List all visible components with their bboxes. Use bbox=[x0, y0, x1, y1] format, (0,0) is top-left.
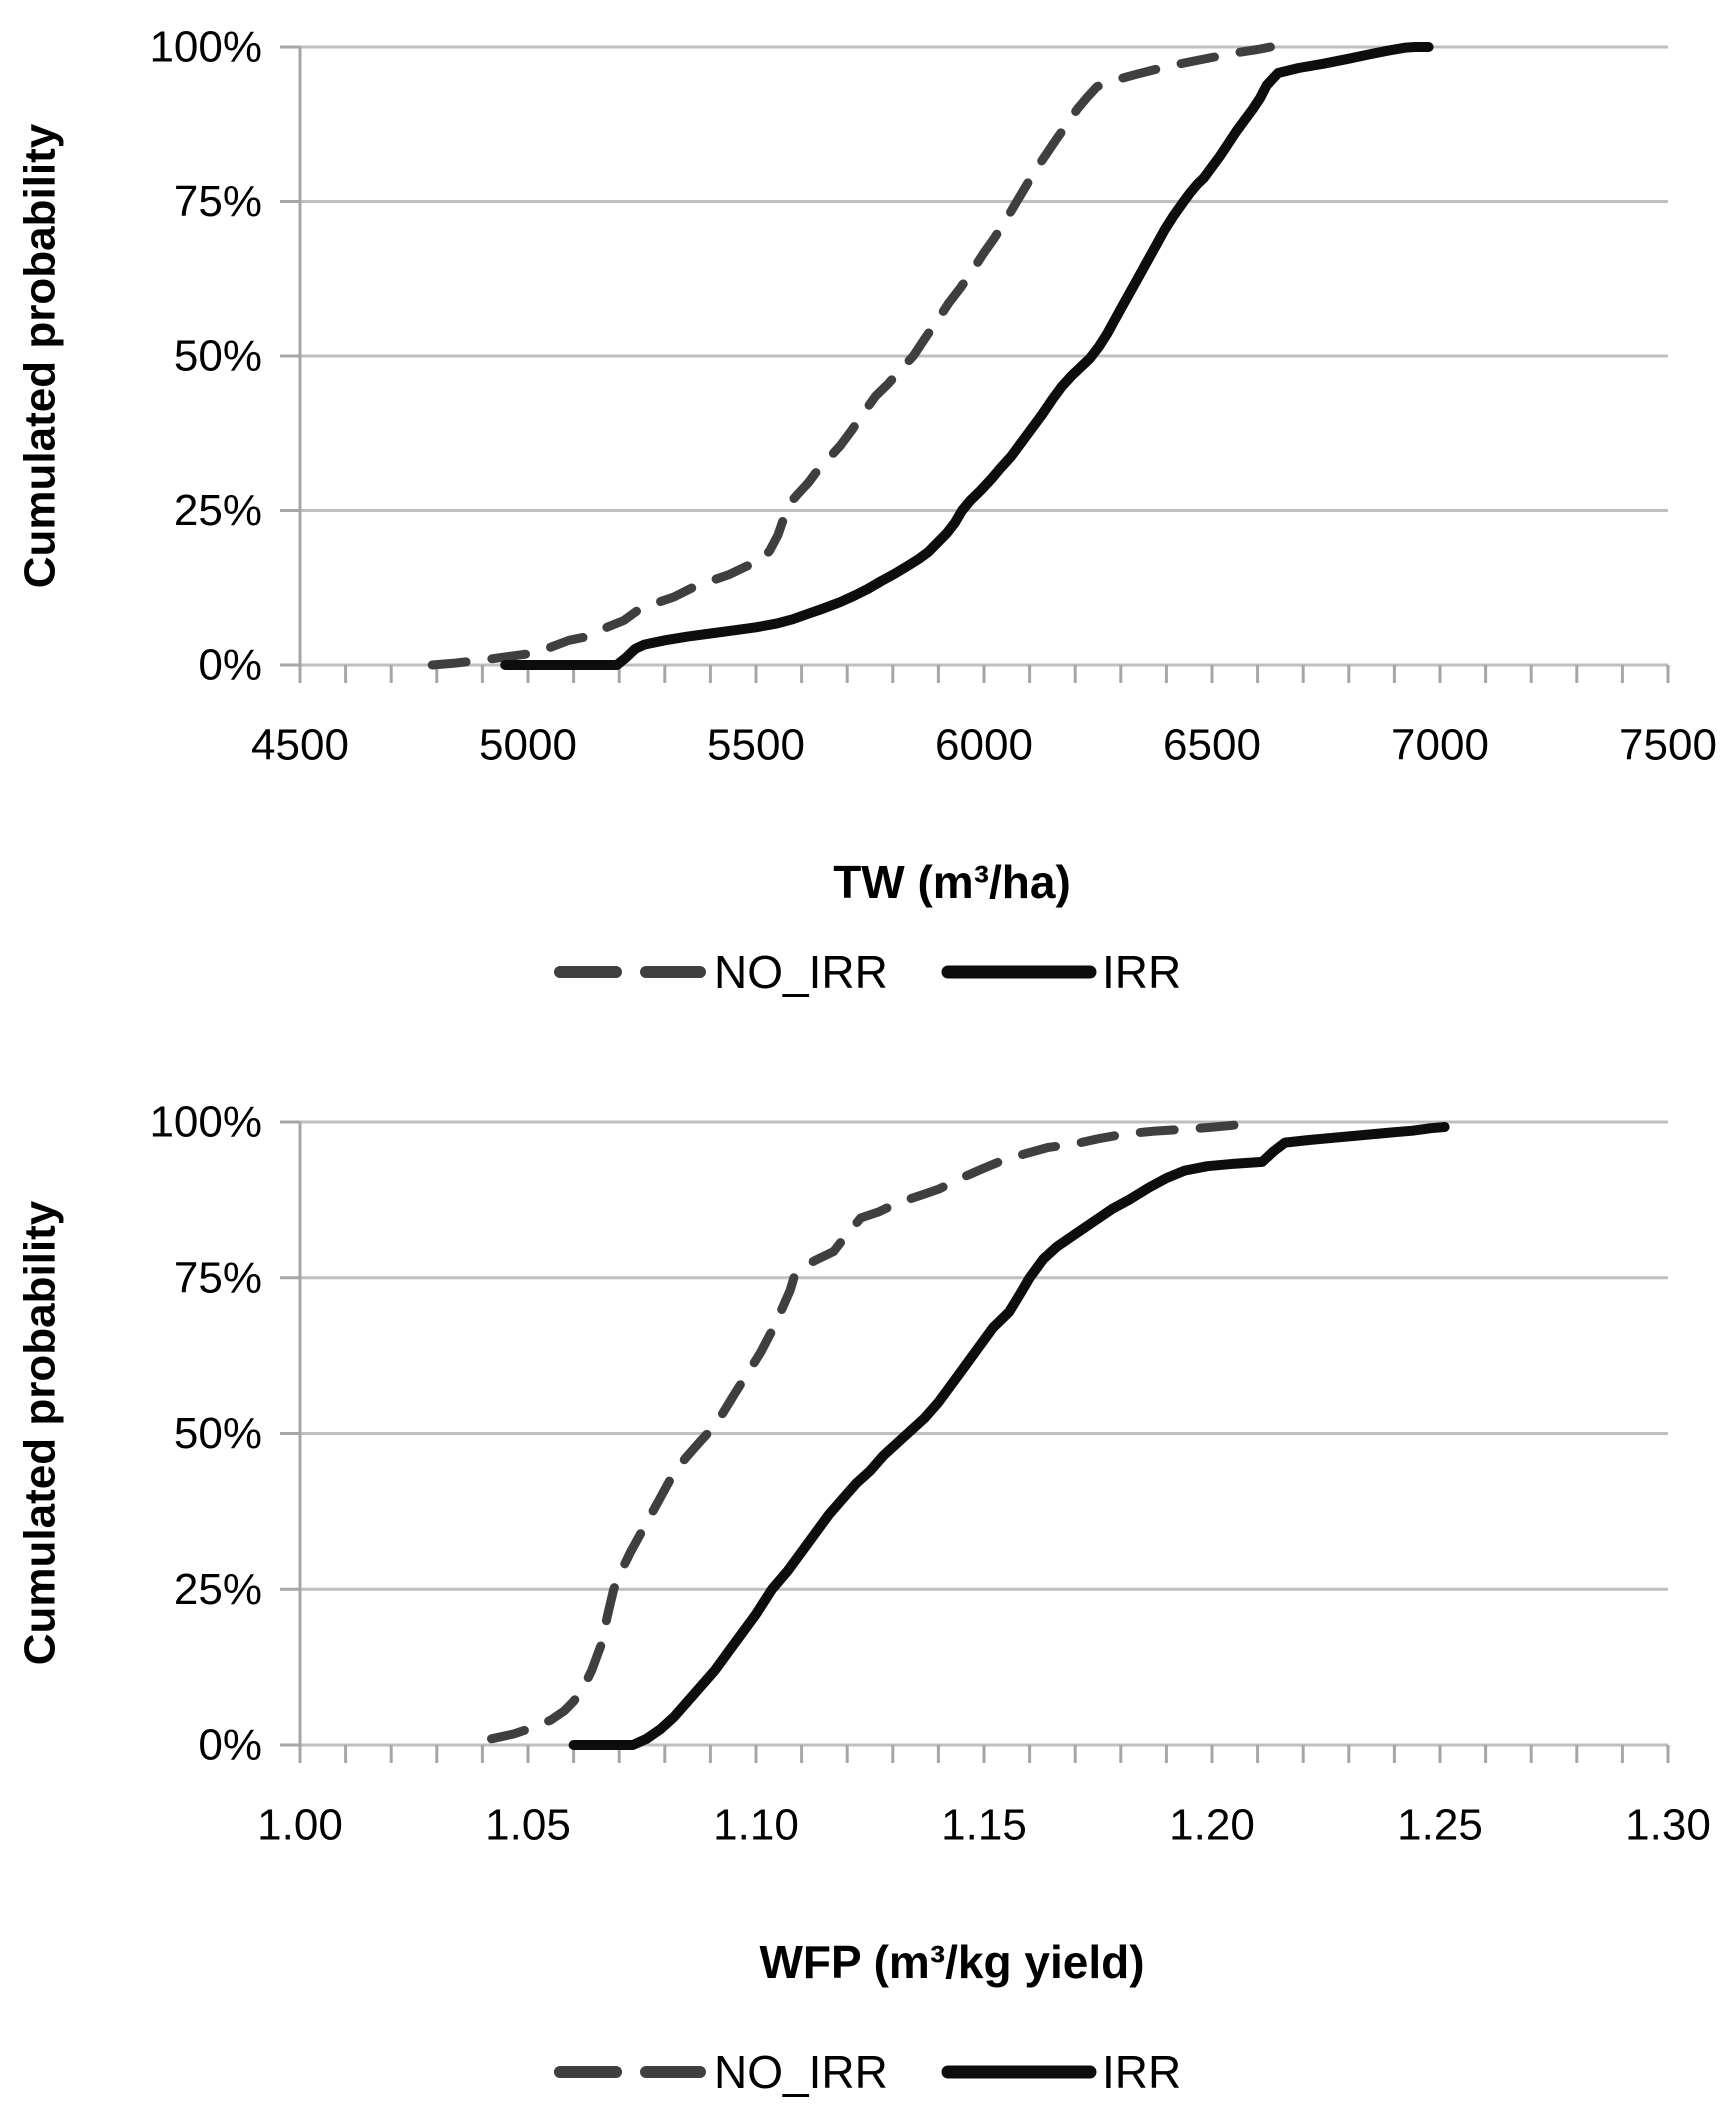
x-tick-label: 1.15 bbox=[941, 1801, 1027, 1850]
y-tick-label: 25% bbox=[174, 1565, 262, 1614]
x-tick-label: 1.20 bbox=[1169, 1801, 1255, 1850]
y-tick-label: 75% bbox=[174, 1253, 262, 1302]
x-tick-label: 7000 bbox=[1391, 721, 1489, 770]
legend-label-irr: IRR bbox=[1102, 946, 1181, 998]
x-tick-label: 7500 bbox=[1619, 721, 1717, 770]
y-tick-label: 100% bbox=[149, 1098, 262, 1147]
y-tick-label: 0% bbox=[198, 1721, 262, 1770]
y-axis-title: Cumulated probability bbox=[16, 1200, 65, 1665]
y-axis-title: Cumulated probability bbox=[16, 123, 65, 588]
legend-label-irr: IRR bbox=[1102, 2046, 1181, 2098]
series-line-IRR bbox=[568, 1122, 1450, 1750]
legend-label-no-irr: NO_IRR bbox=[714, 2046, 888, 2098]
y-tick-label: 100% bbox=[149, 23, 262, 72]
x-tick-label: 5000 bbox=[479, 721, 577, 770]
y-tick-label: 0% bbox=[198, 641, 262, 690]
x-tick-label: 1.10 bbox=[713, 1801, 799, 1850]
x-tick-label: 6000 bbox=[935, 721, 1033, 770]
x-tick-label: 1.05 bbox=[485, 1801, 571, 1850]
x-tick-label: 6500 bbox=[1163, 721, 1261, 770]
series-line-NO_IRR bbox=[427, 42, 1275, 670]
y-tick-label: 50% bbox=[174, 1409, 262, 1458]
x-tick-label: 1.30 bbox=[1625, 1801, 1711, 1850]
y-tick-label: 25% bbox=[174, 486, 262, 535]
series-line-IRR bbox=[500, 42, 1434, 670]
x-axis-title: WFP (m³/kg yield) bbox=[759, 1936, 1144, 1988]
y-tick-label: 50% bbox=[174, 332, 262, 381]
x-tick-label: 4500 bbox=[251, 721, 349, 770]
legend-label-no-irr: NO_IRR bbox=[714, 946, 888, 998]
y-tick-label: 75% bbox=[174, 177, 262, 226]
x-axis-title: TW (m³/ha) bbox=[833, 856, 1071, 908]
x-tick-label: 1.00 bbox=[257, 1801, 343, 1850]
x-tick-label: 1.25 bbox=[1397, 1801, 1483, 1850]
series-line-NO_IRR bbox=[487, 1117, 1263, 1744]
x-tick-label: 5500 bbox=[707, 721, 805, 770]
